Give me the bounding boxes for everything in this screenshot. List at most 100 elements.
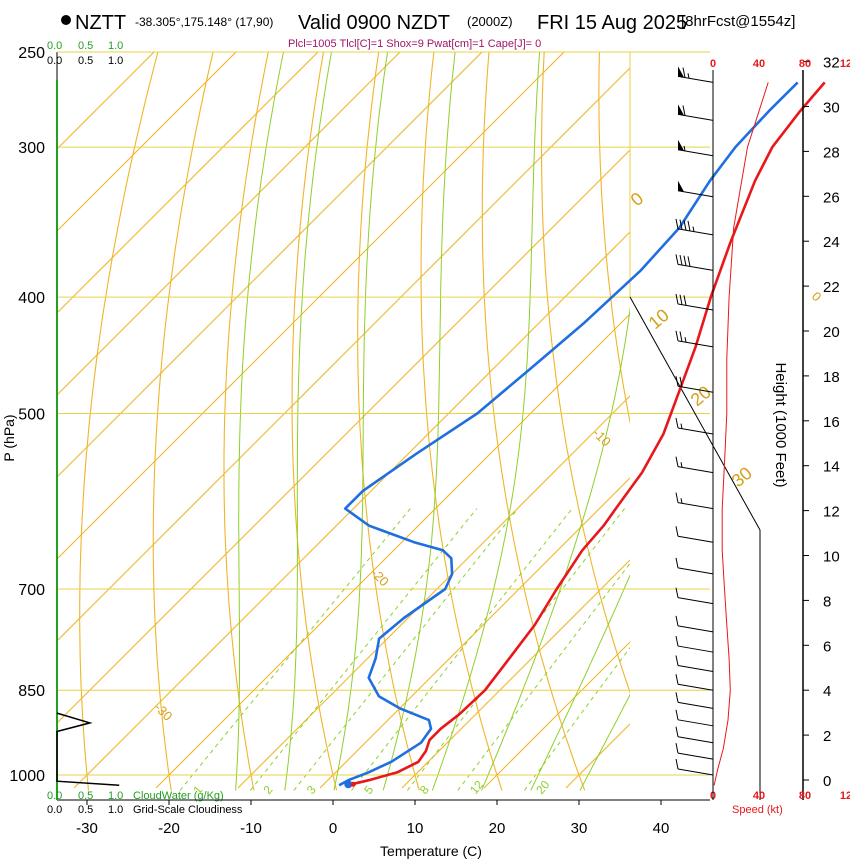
wind-barb-full <box>675 492 679 503</box>
wind-barb-full <box>675 526 679 537</box>
isotherm-line <box>57 149 630 724</box>
wind-barb-full <box>675 417 679 429</box>
mixing-ratio-line <box>179 508 411 791</box>
height-tick-label: 30 <box>823 100 840 117</box>
wind-barb-full <box>675 758 679 770</box>
isotherm-line <box>57 52 401 396</box>
speed-tick-label-top: 12 <box>840 58 850 70</box>
wind-barb-staff <box>677 149 714 157</box>
wind-barb <box>675 456 714 474</box>
height-tick-label: 32 <box>823 55 840 72</box>
pressure-tick-label: 1000 <box>9 768 45 785</box>
wind-barb-full <box>675 726 679 737</box>
wind-barb-staff <box>677 645 714 653</box>
dry-adiabat-line <box>481 52 586 791</box>
cloud-bottom-black-2: 1.0 <box>108 804 123 816</box>
wind-barb <box>675 293 714 311</box>
wind-barb-full <box>679 219 683 230</box>
wind-barb-full <box>675 456 679 467</box>
wind-barb-staff <box>677 597 714 605</box>
isotherm-label: -10 <box>590 425 614 449</box>
cloudiness-label: Grid-Scale Cloudiness <box>133 804 243 816</box>
isotherm-line <box>401 559 630 789</box>
cloud-water-label: CloudWater (g/Kg) <box>133 790 224 802</box>
isotherm-line <box>483 641 630 789</box>
mixing-ratio-label: 8 <box>417 783 432 797</box>
wind-barb <box>675 526 714 543</box>
wind-barb <box>675 376 714 393</box>
mixing-ratio-label: 2 <box>260 783 275 797</box>
height-axis-title: Height (1000 Feet) <box>772 362 789 487</box>
height-tick-label: 20 <box>823 324 840 341</box>
wind-barb-staff <box>677 768 714 776</box>
wind-barb-staff <box>677 427 714 435</box>
wind-barb-full <box>675 674 679 685</box>
pressure-tick-label: 700 <box>18 582 45 599</box>
wind-barb-full <box>682 67 686 78</box>
cloud-top-green-2: 1.0 <box>108 40 123 52</box>
wind-barb-full <box>683 295 687 306</box>
isotherm-label: -30 <box>152 700 176 724</box>
wind-barb-half <box>684 337 687 343</box>
wind-barb-flag <box>678 66 684 78</box>
wind-barb-full <box>675 376 679 387</box>
wind-barb-staff <box>677 567 714 575</box>
wind-barb-staff <box>677 665 714 672</box>
station-dot-icon <box>61 15 71 25</box>
height-tick-label: 0 <box>823 773 831 790</box>
wind-barb-staff <box>677 303 714 311</box>
dry-adiabat-line <box>598 52 630 425</box>
cloud-top-green-1: 0.5 <box>78 40 93 52</box>
dry-adiabat-line <box>79 52 159 791</box>
isotherm-line <box>319 477 630 789</box>
speed-tick-label-top: 80 <box>799 58 811 70</box>
wind-barb-staff <box>677 701 714 709</box>
mixing-ratio-line <box>249 508 478 791</box>
wind-barb <box>677 104 714 121</box>
wind-barb-full <box>675 218 679 229</box>
wind-barb-full <box>679 254 683 266</box>
wind-barb-flag <box>678 180 684 192</box>
mixing-ratio-line <box>457 562 630 791</box>
cloud-bottom-black-0: 0.0 <box>47 804 62 816</box>
wind-barb <box>677 139 714 157</box>
wind-barb-staff <box>677 385 714 393</box>
height-tick-label: 26 <box>823 189 840 206</box>
wind-barb-full <box>679 331 683 342</box>
wind-barb <box>675 726 714 744</box>
wind-barb-half <box>692 226 695 232</box>
plot-layer: 1 2 3 5 8 12 20-30 -20 -10 0 10 20 30 402503004005007… <box>9 31 850 837</box>
surface-temp-marker <box>350 781 356 787</box>
barb-panel-boundary <box>629 296 761 800</box>
mixing-ratio-line <box>293 508 519 791</box>
dry-adiabat-line <box>655 31 833 791</box>
wind-barb-staff <box>677 625 714 633</box>
x-tick-label: -20 <box>158 820 180 837</box>
wind-barb <box>675 655 714 672</box>
wind-barb-staff <box>677 719 714 727</box>
speed-tick-label-bottom: 40 <box>753 790 765 802</box>
height-tick-label: 4 <box>823 683 831 700</box>
station-coords: -38.305°,175.148° (17,90) <box>135 15 273 29</box>
height-tick-label: 6 <box>823 638 831 655</box>
wind-barb-staff <box>677 113 714 121</box>
wind-barb-full <box>687 256 691 267</box>
wind-barb-flag <box>678 139 684 151</box>
isotherm-line <box>57 52 483 478</box>
wind-barb-staff <box>677 75 714 83</box>
cloud-bottom-green-1: 0.5 <box>78 790 93 802</box>
x-tick-label: 40 <box>653 820 670 837</box>
isotherm-line <box>565 723 630 789</box>
isotherm-line <box>57 52 319 314</box>
wind-barb-half <box>683 145 686 151</box>
wind-barb-full <box>683 220 687 231</box>
wind-barb-full <box>675 635 679 647</box>
y-axis-title: P (hPa) <box>1 414 17 461</box>
wind-barb <box>675 615 714 633</box>
speed-tick-label-top: 40 <box>753 58 765 70</box>
dry-adiabat-line <box>223 52 269 791</box>
height-tick-label: 12 <box>823 504 840 521</box>
pressure-tick-label: 250 <box>18 45 45 62</box>
mixing-ratio-label: 3 <box>304 783 319 797</box>
wind-barb-staff <box>677 535 714 543</box>
